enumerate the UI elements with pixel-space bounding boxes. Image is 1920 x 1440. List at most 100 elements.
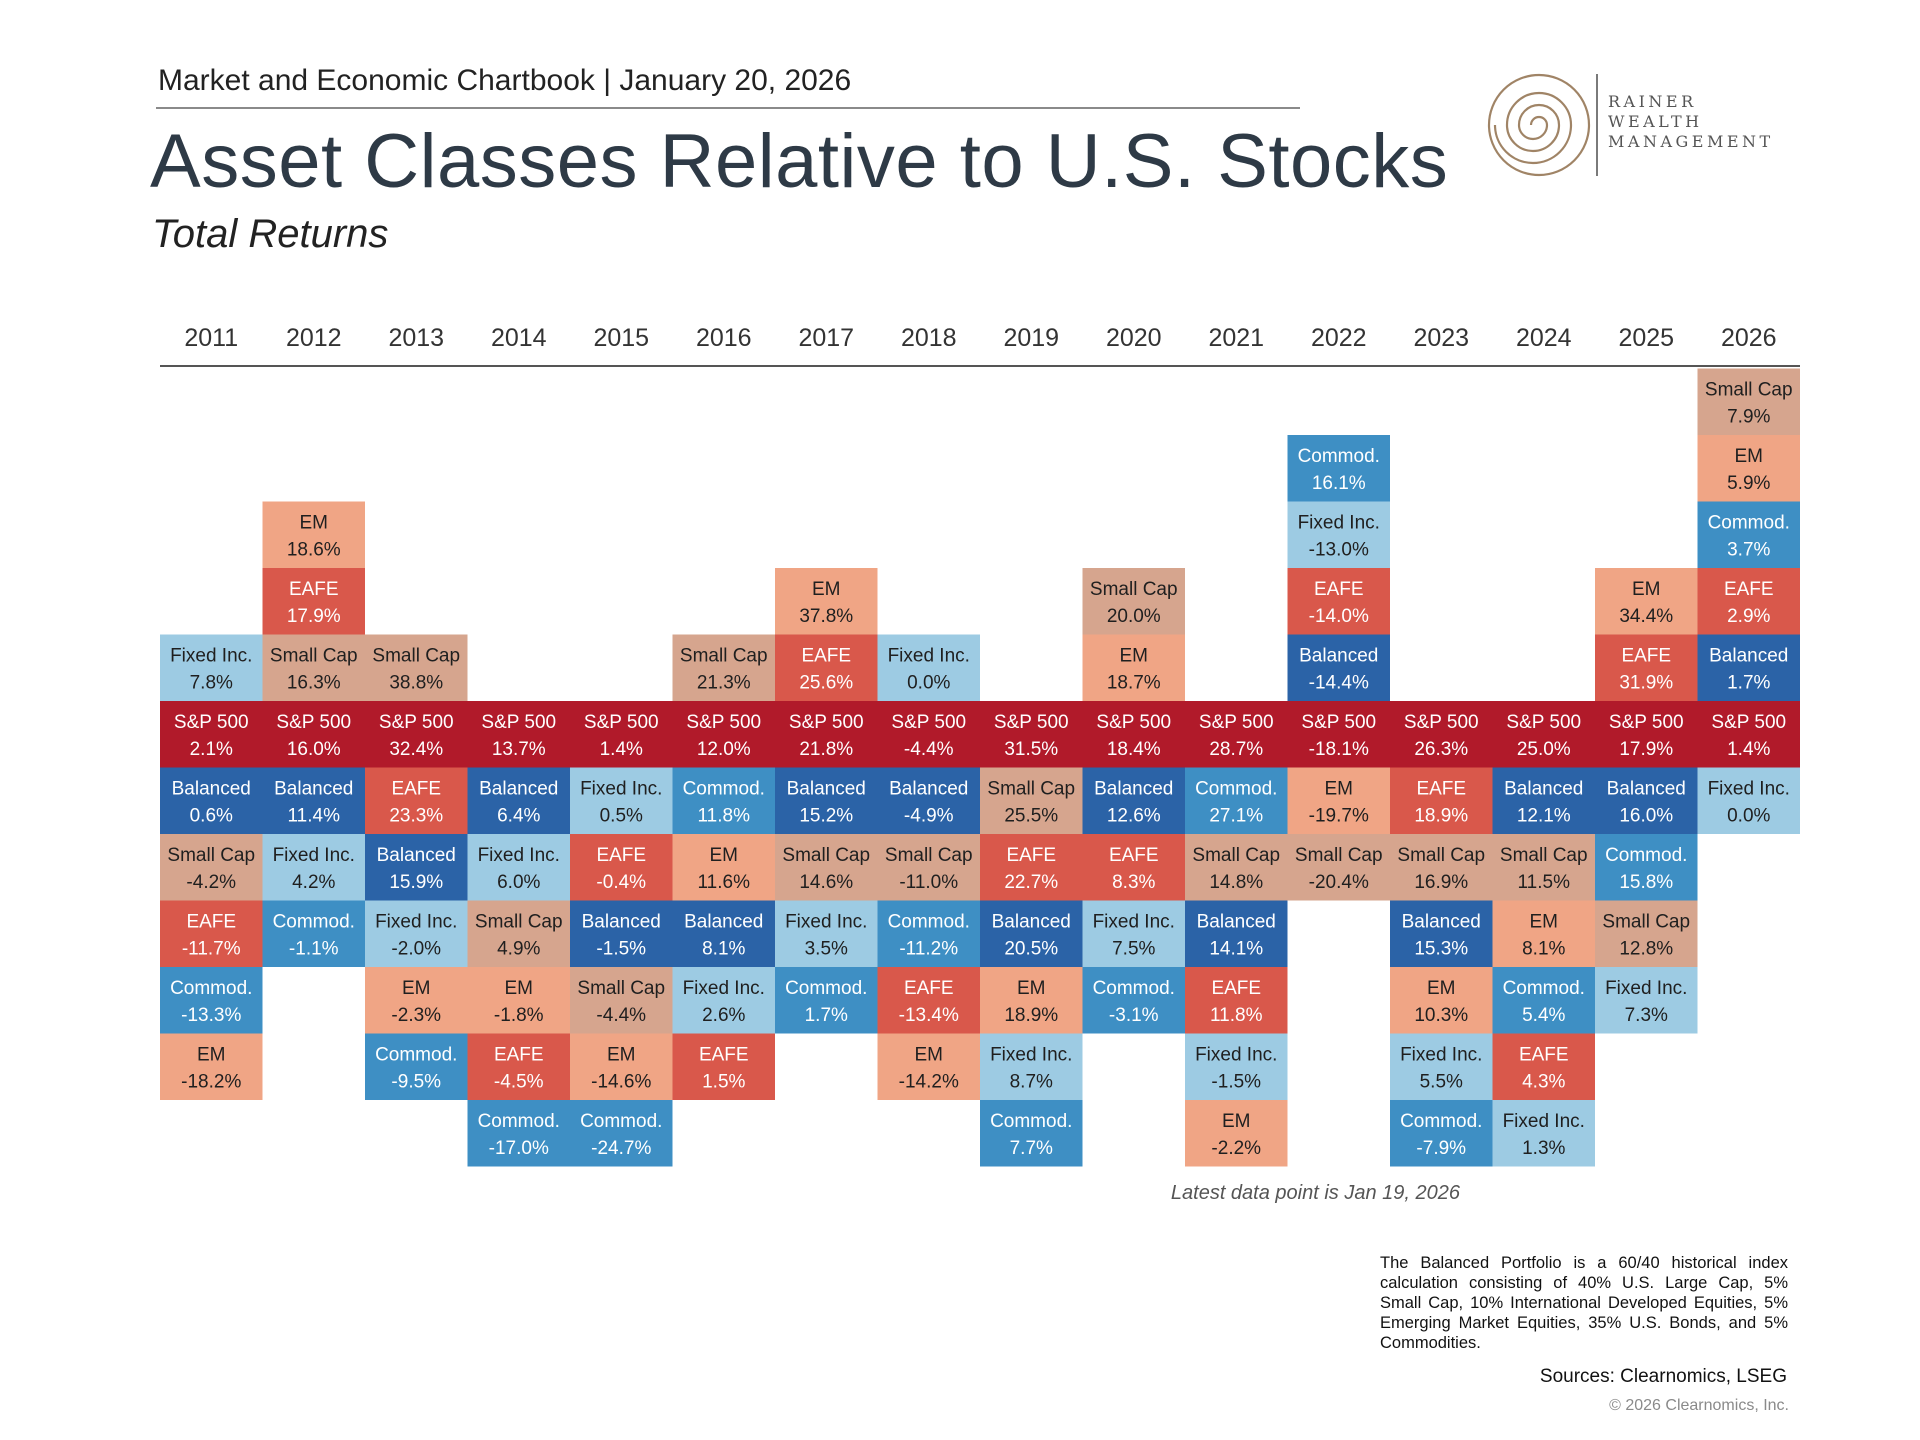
asset-label: Fixed Inc.	[478, 845, 560, 866]
asset-label: Commod.	[1605, 845, 1687, 866]
year-label-2013: 2013	[388, 324, 444, 352]
cell-2015-commod: Commod. -24.7%	[570, 1100, 673, 1167]
cell-bg	[1492, 967, 1595, 1034]
asset-label: S&P 500	[584, 712, 659, 733]
cell-2017-balanced: Balanced 15.2%	[775, 767, 878, 834]
return-value: 7.5%	[1112, 939, 1155, 960]
asset-label: EAFE	[1621, 646, 1671, 667]
cell-bg	[775, 900, 878, 967]
latest-data-note: Latest data point is Jan 19, 2026	[1170, 1182, 1460, 1204]
asset-label: EM	[1530, 912, 1559, 933]
asset-label: Balanced	[1299, 646, 1378, 667]
return-value: 25.6%	[799, 673, 853, 694]
cell-2011-s-p-500: S&P 500 2.1%	[160, 701, 263, 768]
year-label-2025: 2025	[1618, 324, 1674, 352]
cell-bg	[672, 767, 775, 834]
asset-label: Commod.	[785, 978, 867, 999]
cell-bg	[570, 900, 673, 967]
asset-label: EAFE	[1724, 579, 1774, 600]
return-value: 0.0%	[907, 673, 950, 694]
year-label-2012: 2012	[286, 324, 342, 352]
cell-2019-commod: Commod. 7.7%	[980, 1100, 1083, 1167]
cell-2026-balanced: Balanced 1.7%	[1697, 634, 1800, 701]
asset-label: EM	[197, 1045, 226, 1066]
cell-2015-fixed-inc: Fixed Inc. 0.5%	[570, 767, 673, 834]
cell-bg	[365, 1033, 468, 1100]
return-value: 11.4%	[288, 806, 341, 827]
asset-label: S&P 500	[686, 712, 761, 733]
return-value: 14.8%	[1209, 872, 1263, 893]
cell-bg	[262, 900, 365, 967]
cell-2013-s-p-500: S&P 500 32.4%	[365, 701, 468, 768]
asset-label: Commod.	[375, 1045, 457, 1066]
return-value: 20.0%	[1107, 606, 1161, 627]
cell-2014-s-p-500: S&P 500 13.7%	[467, 701, 570, 768]
cell-bg	[775, 834, 878, 901]
return-value: 20.5%	[1004, 939, 1058, 960]
cell-bg	[672, 1033, 775, 1100]
cell-2022-commod: Commod. 16.1%	[1287, 435, 1390, 502]
year-label-2021: 2021	[1208, 324, 1264, 352]
return-value: 12.1%	[1517, 806, 1571, 827]
return-value: -14.6%	[591, 1072, 651, 1093]
cell-2016-commod: Commod. 11.8%	[672, 767, 775, 834]
return-value: 18.9%	[1414, 806, 1468, 827]
asset-label: EAFE	[904, 978, 954, 999]
return-value: -11.7%	[182, 939, 241, 960]
return-value: -7.9%	[1416, 1138, 1466, 1159]
return-value: 18.9%	[1004, 1005, 1058, 1026]
asset-label: Commod.	[990, 1111, 1072, 1132]
cell-2022-balanced: Balanced -14.4%	[1287, 634, 1390, 701]
cell-bg	[672, 701, 775, 768]
cell-2025-small-cap: Small Cap 12.8%	[1595, 900, 1698, 967]
cell-bg	[1492, 1100, 1595, 1167]
return-value: 7.8%	[190, 673, 233, 694]
asset-label: Fixed Inc.	[1503, 1111, 1585, 1132]
cell-bg	[1287, 701, 1390, 768]
cell-2013-em: EM -2.3%	[365, 967, 468, 1034]
asset-label: Small Cap	[1602, 912, 1690, 933]
cell-bg	[1595, 634, 1698, 701]
cell-2016-eafe: EAFE 1.5%	[672, 1033, 775, 1100]
return-value: 3.5%	[805, 939, 848, 960]
cell-bg	[1492, 701, 1595, 768]
cell-2026-commod: Commod. 3.7%	[1697, 501, 1800, 568]
cell-bg	[570, 767, 673, 834]
cell-bg	[365, 767, 468, 834]
return-value: 22.7%	[1004, 872, 1058, 893]
asset-label: Balanced	[1402, 912, 1481, 933]
return-value: 15.8%	[1619, 872, 1673, 893]
cell-2020-commod: Commod. -3.1%	[1082, 967, 1185, 1034]
return-value: -14.2%	[899, 1072, 959, 1093]
asset-label: Small Cap	[680, 646, 768, 667]
cell-2018-eafe: EAFE -13.4%	[877, 967, 980, 1034]
sources-text: Sources: Clearnomics, LSEG	[1539, 1366, 1787, 1387]
cell-bg	[467, 834, 570, 901]
logo-wordmark: RAINER WEALTH MANAGEMENT	[1608, 92, 1774, 152]
cell-bg	[467, 1033, 570, 1100]
return-value: 16.3%	[287, 673, 341, 694]
cell-2026-fixed-inc: Fixed Inc. 0.0%	[1697, 767, 1800, 834]
return-value: 2.6%	[702, 1005, 745, 1026]
return-value: 2.1%	[190, 739, 233, 760]
cell-2025-em: EM 34.4%	[1595, 568, 1698, 635]
cell-2019-eafe: EAFE 22.7%	[980, 834, 1083, 901]
asset-label: Commod.	[1093, 978, 1175, 999]
asset-label: EM	[710, 845, 739, 866]
cell-bg	[570, 1100, 673, 1167]
asset-label: EAFE	[186, 912, 236, 933]
cell-bg	[980, 967, 1083, 1034]
asset-label: Balanced	[479, 779, 558, 800]
cell-bg	[1287, 501, 1390, 568]
asset-label: EAFE	[1519, 1045, 1569, 1066]
cell-bg	[877, 900, 980, 967]
return-value: -4.9%	[904, 806, 954, 827]
cell-2023-s-p-500: S&P 500 26.3%	[1390, 701, 1493, 768]
cell-2018-s-p-500: S&P 500 -4.4%	[877, 701, 980, 768]
asset-label: Commod.	[1708, 513, 1790, 534]
cell-2015-em: EM -14.6%	[570, 1033, 673, 1100]
cell-2024-fixed-inc: Fixed Inc. 1.3%	[1492, 1100, 1595, 1167]
asset-label: Balanced	[582, 912, 661, 933]
return-value: 15.2%	[799, 806, 853, 827]
